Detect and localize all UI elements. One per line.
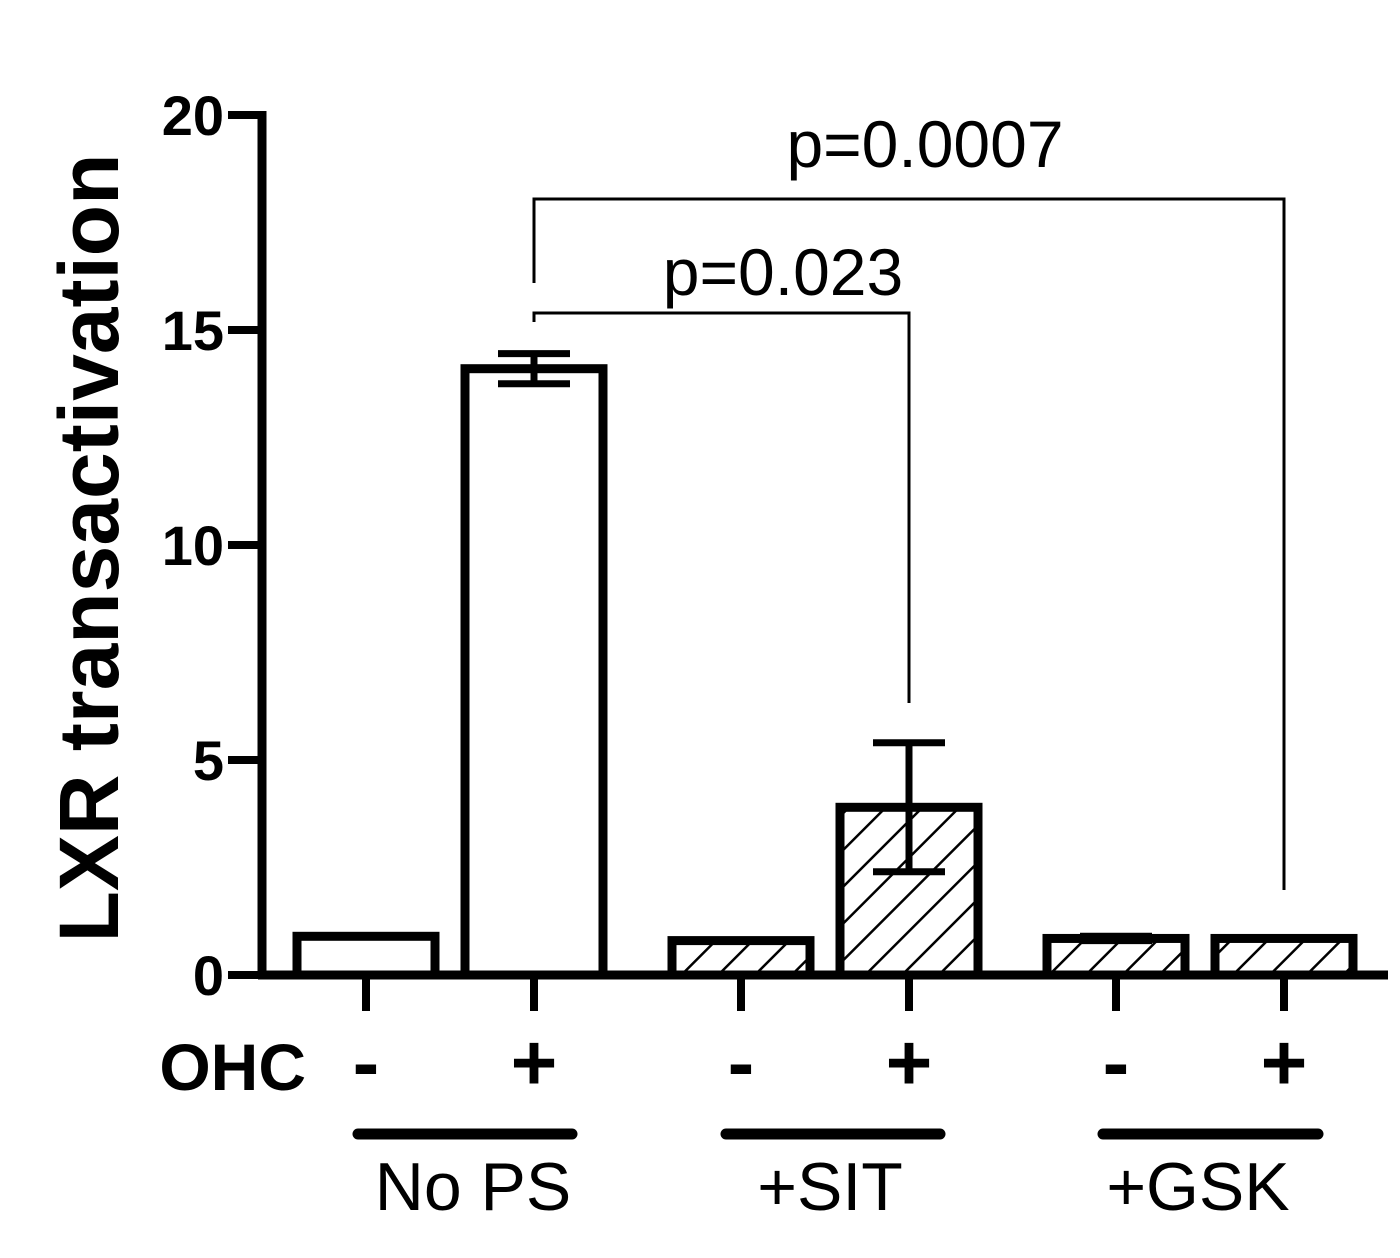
bar [835, 802, 983, 980]
ohc-row-label: OHC [159, 1030, 306, 1104]
bar [460, 364, 608, 980]
y-tick-label: 20 [162, 84, 224, 147]
y-tick-label: 15 [162, 299, 224, 362]
group-label: +GSK [1106, 1149, 1289, 1225]
ohc-sign-label: + [886, 1018, 933, 1107]
y-tick-label: 0 [193, 944, 224, 1007]
y-axis-label: LXR transactivation [42, 154, 136, 943]
bar [667, 936, 815, 980]
bar [1210, 933, 1358, 980]
y-tick-label: 10 [162, 514, 224, 577]
group-label: +SIT [757, 1149, 903, 1225]
bar [292, 931, 440, 980]
group-label: No PS [375, 1149, 572, 1225]
significance-bracket [532, 311, 911, 703]
ohc-sign-label: - [1103, 1018, 1130, 1107]
p-value-label: p=0.023 [663, 235, 903, 309]
ohc-sign-label: - [728, 1018, 755, 1107]
p-value-label: p=0.0007 [786, 107, 1063, 181]
significance-bracket [532, 197, 1286, 890]
ohc-sign-label: - [353, 1018, 380, 1107]
ohc-sign-label: + [1261, 1018, 1308, 1107]
y-tick-label: 5 [193, 729, 224, 792]
ohc-sign-label: + [511, 1018, 558, 1107]
